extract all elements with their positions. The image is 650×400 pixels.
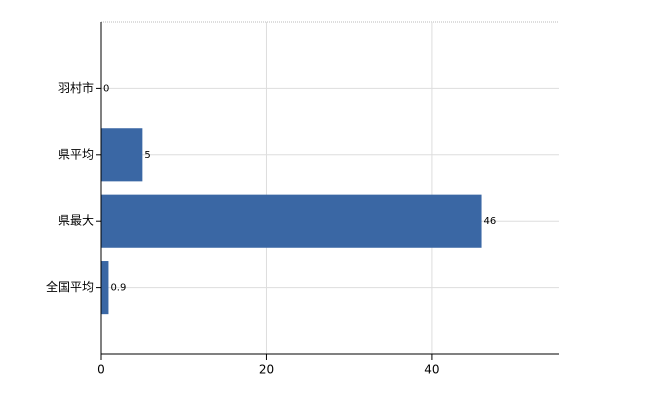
y-tick-label: 県最大	[58, 214, 94, 228]
y-tick-label: 羽村市	[58, 80, 94, 95]
data-label: 46	[484, 216, 497, 227]
y-tick-label: 県平均	[58, 147, 94, 161]
data-label: 0	[103, 83, 109, 94]
data-label: 0.9	[110, 283, 126, 294]
y-tick-label: 全国平均	[46, 279, 94, 294]
x-tick-label: 20	[259, 363, 274, 377]
data-label: 5	[144, 150, 150, 161]
x-tick-label: 40	[424, 363, 439, 377]
bar	[101, 261, 109, 315]
x-tick-label: 0	[97, 363, 105, 377]
bar	[101, 194, 482, 248]
bar	[101, 128, 143, 182]
